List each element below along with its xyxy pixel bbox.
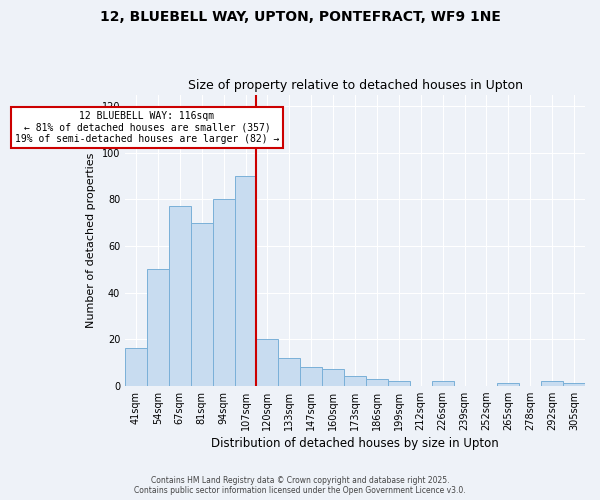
- Bar: [300, 367, 322, 386]
- Bar: [388, 381, 410, 386]
- Text: Contains HM Land Registry data © Crown copyright and database right 2025.
Contai: Contains HM Land Registry data © Crown c…: [134, 476, 466, 495]
- Bar: [344, 376, 366, 386]
- Bar: [541, 381, 563, 386]
- X-axis label: Distribution of detached houses by size in Upton: Distribution of detached houses by size …: [211, 437, 499, 450]
- Y-axis label: Number of detached properties: Number of detached properties: [86, 152, 96, 328]
- Text: 12, BLUEBELL WAY, UPTON, PONTEFRACT, WF9 1NE: 12, BLUEBELL WAY, UPTON, PONTEFRACT, WF9…: [100, 10, 500, 24]
- Title: Size of property relative to detached houses in Upton: Size of property relative to detached ho…: [188, 79, 523, 92]
- Bar: [322, 370, 344, 386]
- Bar: [191, 222, 212, 386]
- Bar: [366, 378, 388, 386]
- Bar: [235, 176, 256, 386]
- Bar: [431, 381, 454, 386]
- Text: 12 BLUEBELL WAY: 116sqm
← 81% of detached houses are smaller (357)
19% of semi-d: 12 BLUEBELL WAY: 116sqm ← 81% of detache…: [15, 111, 279, 144]
- Bar: [147, 269, 169, 386]
- Bar: [169, 206, 191, 386]
- Bar: [256, 339, 278, 386]
- Bar: [278, 358, 300, 386]
- Bar: [125, 348, 147, 386]
- Bar: [563, 384, 585, 386]
- Bar: [212, 200, 235, 386]
- Bar: [497, 384, 519, 386]
